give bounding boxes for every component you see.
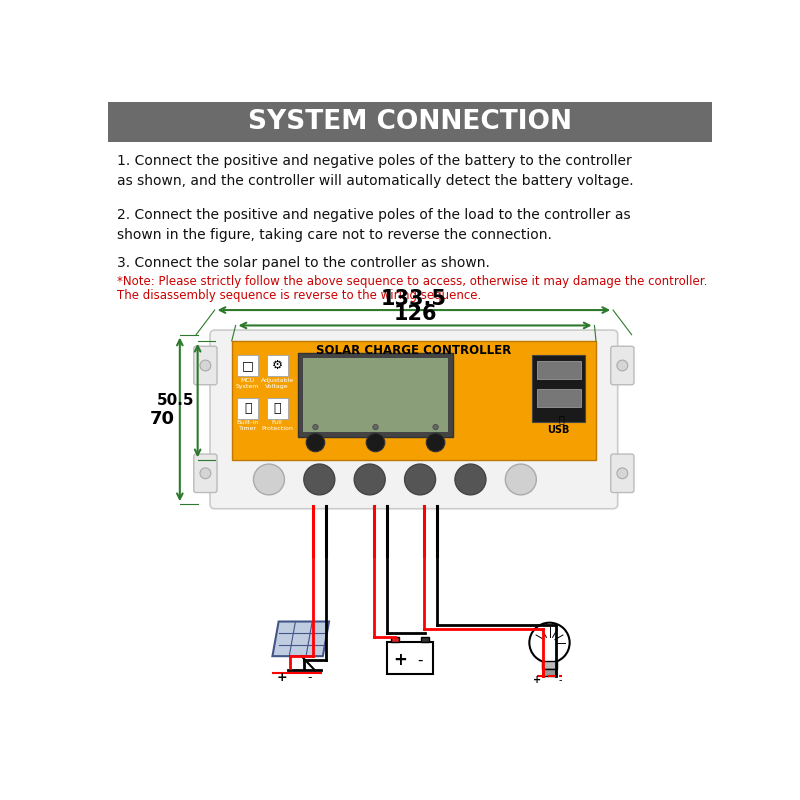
- Bar: [303, 358, 448, 433]
- Circle shape: [354, 464, 386, 495]
- FancyBboxPatch shape: [610, 346, 634, 385]
- Text: USB: USB: [548, 425, 570, 435]
- Text: 126: 126: [394, 304, 437, 324]
- FancyBboxPatch shape: [266, 398, 287, 418]
- Text: 1. Connect the positive and negative poles of the battery to the controller
as s: 1. Connect the positive and negative pol…: [117, 154, 634, 188]
- Bar: [232, 341, 596, 460]
- FancyBboxPatch shape: [237, 398, 258, 418]
- Text: 3. Connect the solar panel to the controller as shown.: 3. Connect the solar panel to the contro…: [117, 256, 490, 270]
- Text: 2. Connect the positive and negative poles of the load to the controller as
show: 2. Connect the positive and negative pol…: [117, 208, 630, 242]
- Circle shape: [530, 622, 570, 662]
- Text: ⏱: ⏱: [244, 402, 251, 414]
- Text: Built-in
Timer: Built-in Timer: [237, 420, 258, 431]
- Text: 133.5: 133.5: [381, 289, 447, 309]
- Circle shape: [313, 425, 318, 430]
- Circle shape: [304, 464, 335, 495]
- Circle shape: [366, 434, 385, 452]
- Text: Adjustable
Voltage: Adjustable Voltage: [261, 378, 294, 389]
- Text: 70: 70: [150, 410, 175, 429]
- FancyBboxPatch shape: [266, 355, 287, 376]
- Bar: [421, 637, 429, 642]
- Text: MCU
System: MCU System: [236, 378, 259, 389]
- Circle shape: [405, 464, 435, 495]
- Text: 50.5: 50.5: [157, 393, 194, 408]
- FancyBboxPatch shape: [537, 361, 581, 379]
- Text: -: -: [558, 674, 562, 685]
- Bar: [391, 637, 399, 642]
- Text: +: +: [277, 671, 287, 684]
- Text: □: □: [242, 359, 254, 372]
- Polygon shape: [273, 622, 329, 656]
- Text: SOLAR CHARGE CONTROLLER: SOLAR CHARGE CONTROLLER: [316, 344, 511, 357]
- Text: ⚙: ⚙: [271, 359, 282, 372]
- Text: 🔌: 🔌: [559, 414, 565, 424]
- Circle shape: [306, 434, 325, 452]
- FancyBboxPatch shape: [298, 353, 453, 437]
- Text: -: -: [307, 671, 311, 684]
- Text: The disassembly sequence is reverse to the wiring sequence.: The disassembly sequence is reverse to t…: [117, 289, 482, 302]
- Text: -: -: [418, 653, 423, 668]
- Circle shape: [433, 425, 438, 430]
- Bar: [542, 661, 558, 669]
- Text: 🔒: 🔒: [274, 402, 281, 414]
- Text: Full
Protection: Full Protection: [261, 420, 293, 431]
- Circle shape: [200, 468, 211, 478]
- FancyBboxPatch shape: [237, 355, 258, 376]
- Bar: [542, 669, 557, 676]
- Text: SYSTEM CONNECTION: SYSTEM CONNECTION: [248, 109, 572, 135]
- Circle shape: [506, 464, 536, 495]
- FancyBboxPatch shape: [194, 346, 217, 385]
- Circle shape: [254, 464, 285, 495]
- Circle shape: [617, 360, 628, 371]
- FancyBboxPatch shape: [210, 330, 618, 509]
- Circle shape: [200, 360, 211, 371]
- Bar: [386, 642, 434, 674]
- Bar: [108, 102, 712, 142]
- FancyBboxPatch shape: [610, 454, 634, 493]
- FancyBboxPatch shape: [194, 454, 217, 493]
- FancyBboxPatch shape: [537, 389, 581, 407]
- Circle shape: [617, 468, 628, 478]
- Circle shape: [426, 434, 445, 452]
- Circle shape: [373, 425, 378, 430]
- Text: +: +: [533, 674, 541, 685]
- Bar: [533, 354, 585, 422]
- Text: +: +: [393, 651, 407, 670]
- Circle shape: [455, 464, 486, 495]
- Text: *Note: Please strictly follow the above sequence to access, otherwise it may dam: *Note: Please strictly follow the above …: [117, 275, 707, 289]
